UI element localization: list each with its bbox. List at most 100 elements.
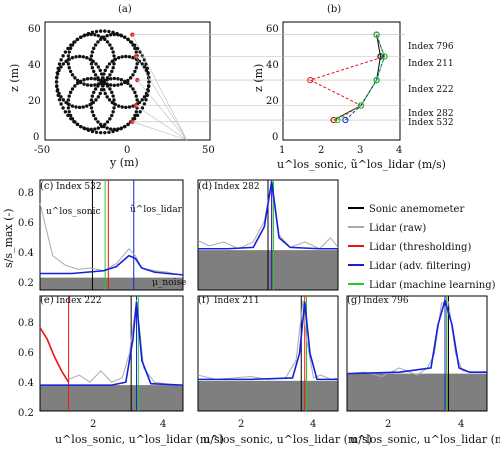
scan-point (110, 46, 114, 51)
scan-point (85, 56, 89, 60)
scan-point (105, 95, 109, 99)
scan-point (119, 126, 123, 131)
b-ytick-20: 20 (266, 96, 279, 107)
b-ytick-40: 40 (266, 60, 279, 71)
spectrum-line (39, 203, 180, 276)
panel-b: (b) 1 2 3 4 0 20 40 60 z (m) u^los_sonic… (210, 4, 454, 171)
scan-point (67, 57, 71, 61)
scan-point (75, 81, 80, 86)
scan-point (96, 120, 100, 124)
index-guides (210, 34, 405, 121)
scan-point (96, 126, 101, 130)
scan-point (66, 113, 70, 118)
scan-point (82, 78, 86, 82)
scan-point (127, 55, 132, 59)
scan-point (79, 79, 83, 83)
scan-point (105, 34, 109, 38)
noise-floor (198, 380, 338, 411)
scan-point (117, 56, 121, 60)
scan-point (55, 71, 59, 75)
b-xtick-3: 3 (357, 145, 363, 156)
scan-point (147, 84, 151, 89)
scan-point (128, 76, 133, 80)
scan-point (133, 113, 137, 118)
scan-point (61, 62, 66, 66)
spectrum-c (39, 179, 184, 291)
scan-point (89, 102, 93, 106)
scan-point (105, 120, 110, 124)
scan-point (131, 73, 135, 77)
scan-point (117, 104, 121, 108)
scan-point (142, 102, 147, 106)
scan-point (123, 79, 127, 83)
scan-point (61, 54, 65, 58)
spectra-xlabel-e: u^los_sonic, u^los_lidar (m/s) (55, 433, 224, 446)
noise-floor (40, 277, 183, 290)
scan-point (105, 78, 109, 82)
scan-point (134, 66, 138, 70)
a-ylabel: z (m) (8, 64, 21, 92)
spectrum-line (198, 301, 338, 381)
noise-floor (347, 373, 487, 411)
spectrum-line (198, 181, 338, 250)
scan-point (122, 35, 127, 39)
scan-point (73, 76, 77, 80)
scan-point (67, 50, 71, 54)
series-point (334, 116, 341, 124)
ytick-e-08: 0.8 (18, 318, 34, 329)
scan-point (67, 110, 71, 114)
panel-frame (39, 295, 184, 412)
b-index-211: Index 211 (408, 59, 454, 69)
scan-point (94, 29, 99, 34)
b-xtick-4: 4 (396, 145, 402, 156)
b-index-796: Index 796 (408, 42, 454, 52)
spectra-yticks: 0.8 0.6 0.4 0.2 0.8 0.6 0.4 0.2 (18, 188, 34, 419)
scan-point (69, 116, 73, 121)
scan-point (128, 84, 133, 88)
scan-point (108, 77, 113, 81)
scan-point (82, 33, 87, 37)
scan-point (111, 50, 115, 54)
panel-a-frame (44, 21, 211, 141)
b-index-532: Index 532 (408, 118, 454, 128)
scan-point (57, 62, 62, 66)
scan-point (57, 98, 62, 102)
scan-point (93, 87, 98, 91)
scan-point (89, 76, 93, 81)
scan-point (69, 43, 73, 47)
a-xtick-1: -50 (34, 145, 50, 156)
scan-point (142, 95, 147, 99)
scan-point (56, 93, 60, 98)
scan-point (66, 106, 71, 110)
scan-point (103, 130, 107, 135)
series-point (342, 116, 349, 124)
lidar-ray (135, 56, 188, 141)
scan-point (145, 93, 149, 98)
scan-point (99, 88, 104, 92)
b-ylabel: z (m) (252, 64, 265, 92)
scan-point (74, 105, 78, 109)
scan-point (93, 73, 98, 77)
scan-point (79, 35, 83, 39)
scan-point (108, 33, 113, 37)
scan-point (98, 29, 103, 33)
panel-c-ann-sonic: u^los_sonic (46, 207, 101, 217)
panel-b-letter: (b) (327, 4, 341, 15)
scan-point (93, 83, 97, 87)
scan-point (82, 82, 86, 86)
scan-point (105, 126, 109, 130)
scan-point (135, 113, 140, 118)
scan-point (77, 105, 82, 110)
scan-point (89, 83, 93, 88)
scan-point (124, 105, 128, 110)
scan-point (66, 102, 70, 106)
scan-point (89, 62, 94, 66)
scan-point (132, 43, 137, 47)
scan-point (67, 66, 71, 70)
scan-point (145, 66, 149, 71)
scan-point (112, 98, 116, 102)
scan-point (124, 54, 128, 59)
b-xtick-2: 2 (318, 145, 324, 156)
b-xtick-1: 1 (279, 145, 285, 156)
